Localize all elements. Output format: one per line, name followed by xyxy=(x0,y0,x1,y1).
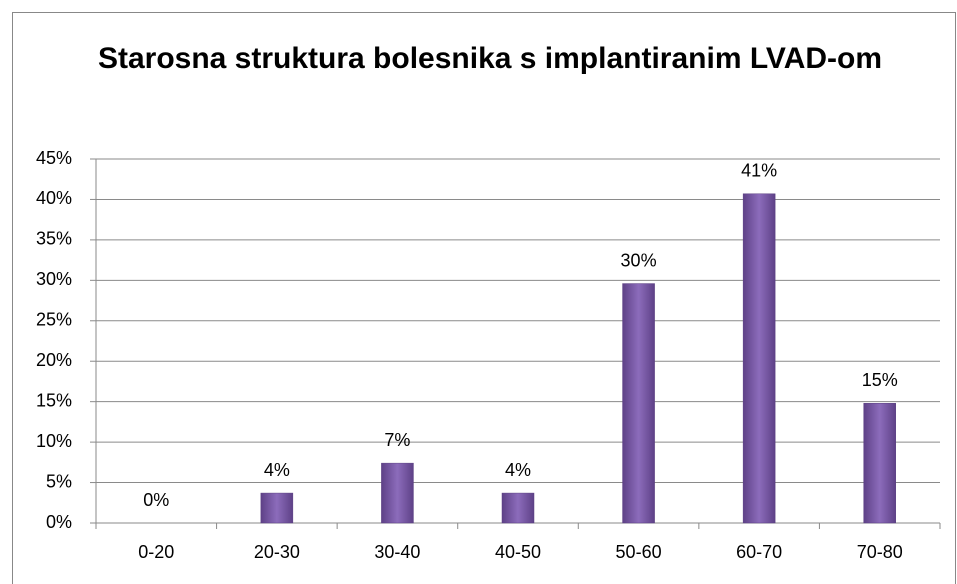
data-label: 7% xyxy=(384,430,410,450)
bar xyxy=(381,462,414,524)
bar xyxy=(260,492,294,524)
x-tick-label: 50-60 xyxy=(616,542,662,562)
y-tick-label: 0% xyxy=(46,512,72,532)
data-label: 15% xyxy=(862,370,898,390)
bar xyxy=(742,193,776,524)
x-tick-label: 70-80 xyxy=(857,542,903,562)
y-tick-label: 15% xyxy=(36,390,72,410)
data-label: 0% xyxy=(143,490,169,510)
data-label: 4% xyxy=(505,460,531,480)
data-label: 4% xyxy=(264,460,290,480)
bar xyxy=(622,283,655,524)
chart-border xyxy=(12,12,956,584)
y-tick-label: 40% xyxy=(36,188,72,208)
y-tick-label: 30% xyxy=(36,269,72,289)
bar xyxy=(501,492,535,524)
x-tick-label: 60-70 xyxy=(736,542,782,562)
data-label: 41% xyxy=(741,161,777,181)
bar xyxy=(863,403,896,524)
x-tick-label: 30-40 xyxy=(374,542,420,562)
y-tick-label: 5% xyxy=(46,471,72,491)
y-tick-label: 35% xyxy=(36,229,72,249)
y-tick-label: 25% xyxy=(36,310,72,330)
y-tick-label: 20% xyxy=(36,350,72,370)
y-tick-label: 10% xyxy=(36,431,72,451)
x-tick-label: 40-50 xyxy=(495,542,541,562)
chart-title: Starosna struktura bolesnika s implantir… xyxy=(97,42,883,75)
x-tick-label: 0-20 xyxy=(138,542,174,562)
x-tick-label: 20-30 xyxy=(254,542,300,562)
y-tick-label: 45% xyxy=(36,148,72,168)
data-label: 30% xyxy=(621,250,657,270)
